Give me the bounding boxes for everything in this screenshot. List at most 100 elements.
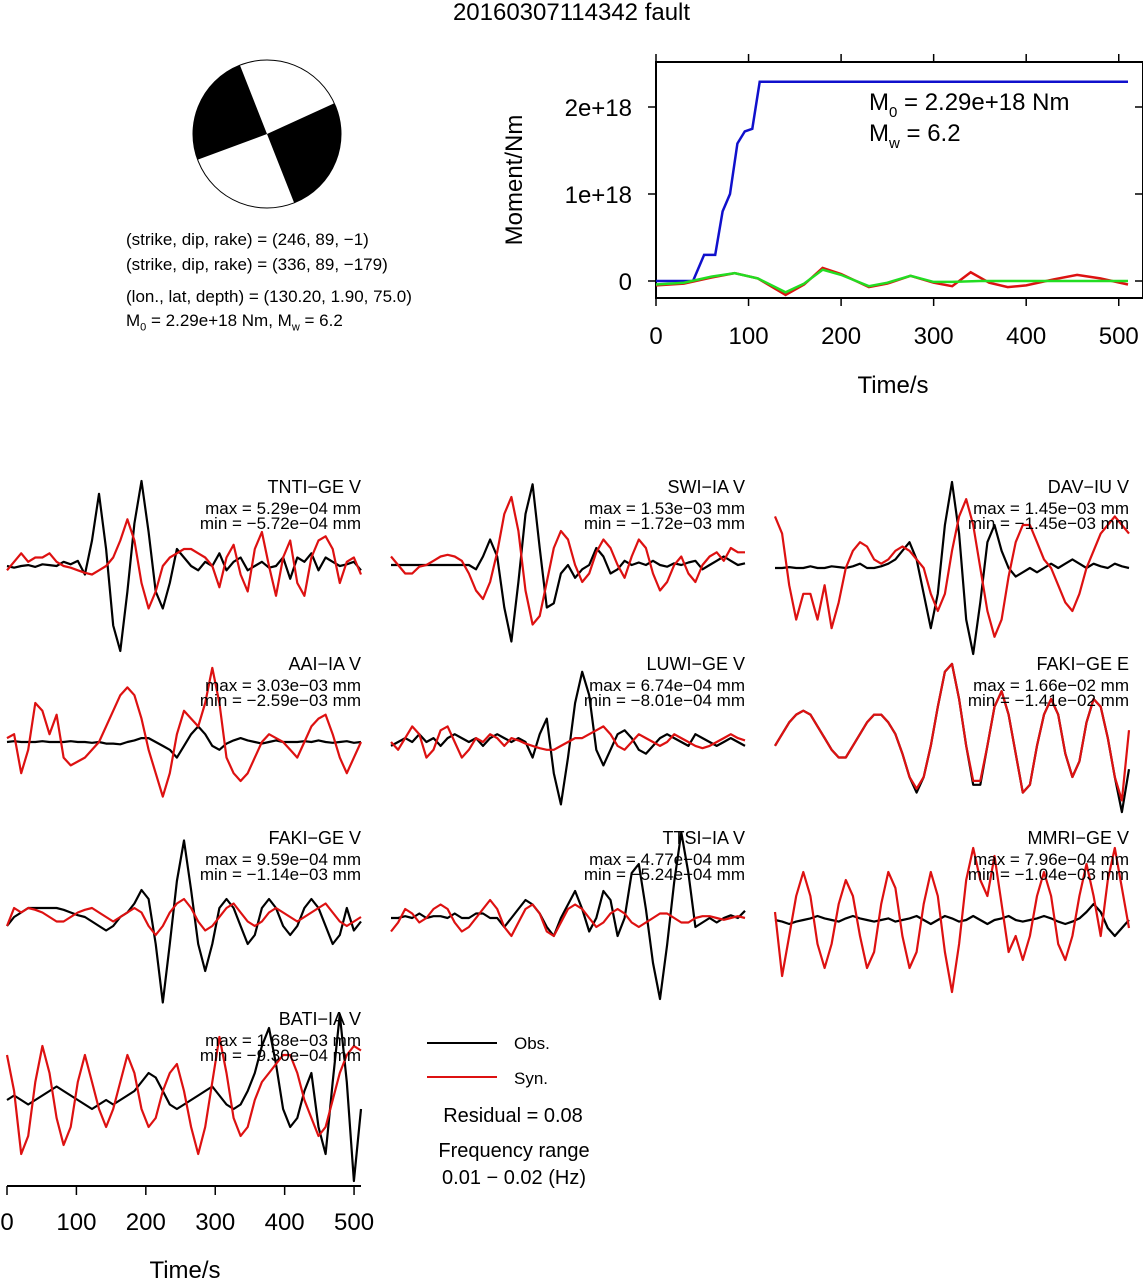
focal-m0-rest: = 2.29e+18 Nm, M	[146, 311, 292, 330]
moment-ylabel: Moment/Nm	[501, 115, 528, 246]
waveform-station-label: FAKI−GE E	[1036, 654, 1129, 674]
waveform-max-label: max = 6.74e−04 mm	[589, 676, 745, 695]
moment-annot-mw-value: = 6.2	[900, 120, 961, 147]
waveform-station-label: FAKI−GE V	[268, 828, 361, 848]
waveform-syn-line	[773, 846, 1131, 994]
waveform-max-label: max = 1.53e−03 mm	[589, 499, 745, 518]
moment-ytick-label: 0	[619, 269, 632, 296]
waveform-obs-line	[390, 670, 746, 806]
waveform-obs-line	[391, 831, 746, 1001]
waveform-axis-tick-label: 400	[265, 1209, 305, 1236]
focal-m0-label: M	[126, 311, 141, 330]
waveform-station-label: DAV−IU V	[1048, 477, 1129, 497]
legend-residual: Residual = 0.08	[443, 1105, 583, 1127]
waveform-station-label: AAI−IA V	[288, 654, 361, 674]
waveform-axis-tick-label: 100	[56, 1209, 96, 1236]
waveform-max-label: max = 1.45e−03 mm	[973, 499, 1129, 518]
waveform-station-label: TTSI−IA V	[662, 828, 745, 848]
focal-m0-sub: 0	[140, 321, 147, 334]
focal-info-strike-1: (strike, dip, rake) = (246, 89, −1)	[126, 230, 369, 249]
waveform-axis-tick-label: 300	[195, 1209, 235, 1236]
waveform-station-label: TNTI−GE V	[267, 477, 361, 497]
page-title: 20160307114342 fault	[452, 0, 691, 26]
waveform-max-label: max = 1.68e−03 mm	[205, 1031, 361, 1050]
waveform-max-label: max = 5.29e−04 mm	[205, 499, 361, 518]
moment-series-line-1	[656, 80, 1128, 283]
waveform-obs-line	[775, 480, 1130, 656]
moment-xtick-label: 200	[821, 323, 861, 350]
moment-x-axis: 0 100 200 300 400 500	[649, 54, 1139, 350]
waveform-axis-tick-label: 0	[0, 1209, 13, 1236]
waveform-station-label: SWI−IA V	[667, 477, 745, 497]
moment-plot-frame	[655, 61, 1143, 299]
moment-annot-m0-sub: 0	[889, 104, 897, 121]
waveform-axis-tick-label: 500	[334, 1209, 374, 1236]
waveform-obs-line	[6, 725, 362, 759]
moment-annot-mw-sub: w	[888, 135, 900, 152]
moment-y-axis: 0 1e+18 2e+18	[565, 95, 1143, 296]
moment-xtick-label: 300	[914, 323, 954, 350]
waveform-station-label: BATI−IA V	[279, 1009, 361, 1029]
waveform-station-label: LUWI−GE V	[646, 654, 745, 674]
waveform-max-label: max = 1.66e−02 mm	[973, 676, 1129, 695]
waveform-min-label: min = −9.30e−04 mm	[200, 1046, 361, 1065]
waveform-time-axis: 0 100 200 300 400 500 Time/s	[0, 1185, 374, 1281]
waveform-max-label: max = 7.96e−04 mm	[973, 850, 1129, 869]
focal-mw-sub: w	[291, 321, 300, 334]
waveform-max-label: max = 4.77e−04 mm	[589, 850, 745, 869]
waveform-min-label: min = −1.41e−02 mm	[968, 691, 1129, 710]
focal-mw-end: = 6.2	[299, 311, 343, 330]
waveform-min-label: min = −1.04e−03 mm	[968, 865, 1129, 884]
legend: Obs. Syn. Residual = 0.08 Frequency rang…	[427, 1034, 590, 1189]
focal-info-moment: M0 = 2.29e+18 Nm, Mw = 6.2	[126, 311, 343, 337]
waveform-obs-line	[6, 479, 362, 653]
waveform-obs-line	[774, 902, 1130, 938]
waveform-min-label: min = −1.72e−03 mm	[584, 514, 745, 533]
waveform-min-label: min = −5.72e−04 mm	[200, 514, 361, 533]
waveform-max-label: max = 9.59e−04 mm	[205, 850, 361, 869]
moment-plot: 0 100 200 300 400 500 0 1e+18 2e+18 Moment/Nm T…	[501, 54, 1143, 399]
waveform-syn-line	[390, 495, 745, 626]
waveform-station-label: MMRI−GE V	[1027, 828, 1129, 848]
moment-annot-mw: Mw = 6.2	[869, 120, 961, 152]
moment-xlabel: Time/s	[857, 372, 928, 399]
focal-info-strike-2: (strike, dip, rake) = (336, 89, −179)	[126, 255, 388, 274]
beachball-quadrant-1	[192, 65, 267, 160]
waveform-syn-line	[390, 898, 746, 938]
legend-obs-label: Obs.	[514, 1034, 550, 1053]
moment-ytick-label: 2e+18	[565, 95, 632, 122]
waveform-xlabel: Time/s	[149, 1257, 220, 1281]
legend-frequency-label: Frequency range	[438, 1140, 589, 1162]
moment-series-line-3	[655, 268, 1128, 294]
waveform-syn-line	[5, 1035, 362, 1156]
waveform-min-label: min = −8.01e−04 mm	[584, 691, 745, 710]
waveform-syn-line	[6, 666, 363, 798]
waveform-obs-line	[6, 1013, 363, 1183]
waveform-obs-line	[391, 483, 746, 643]
waveform-max-label: max = 3.03e−03 mm	[205, 676, 361, 695]
moment-series-group	[655, 80, 1129, 297]
waveform-syn-line	[773, 498, 1130, 638]
beachball-quadrant-2	[267, 103, 341, 203]
moment-xtick-label: 100	[729, 323, 769, 350]
waveform-min-label: min = −5.24e−04 mm	[584, 865, 745, 884]
moment-annot-mw-label: M	[869, 120, 889, 147]
legend-syn-label: Syn.	[514, 1069, 548, 1088]
waveform-axis-tick-label: 200	[126, 1209, 166, 1236]
legend-frequency-value: 0.01 − 0.02 (Hz)	[442, 1167, 586, 1189]
waveform-obs-line	[6, 839, 362, 1004]
waveform-syn-line	[5, 897, 362, 937]
waveform-syn-line	[390, 725, 746, 759]
waveform-syn-line	[774, 662, 1131, 802]
moment-annot-m0-label: M	[869, 89, 889, 116]
